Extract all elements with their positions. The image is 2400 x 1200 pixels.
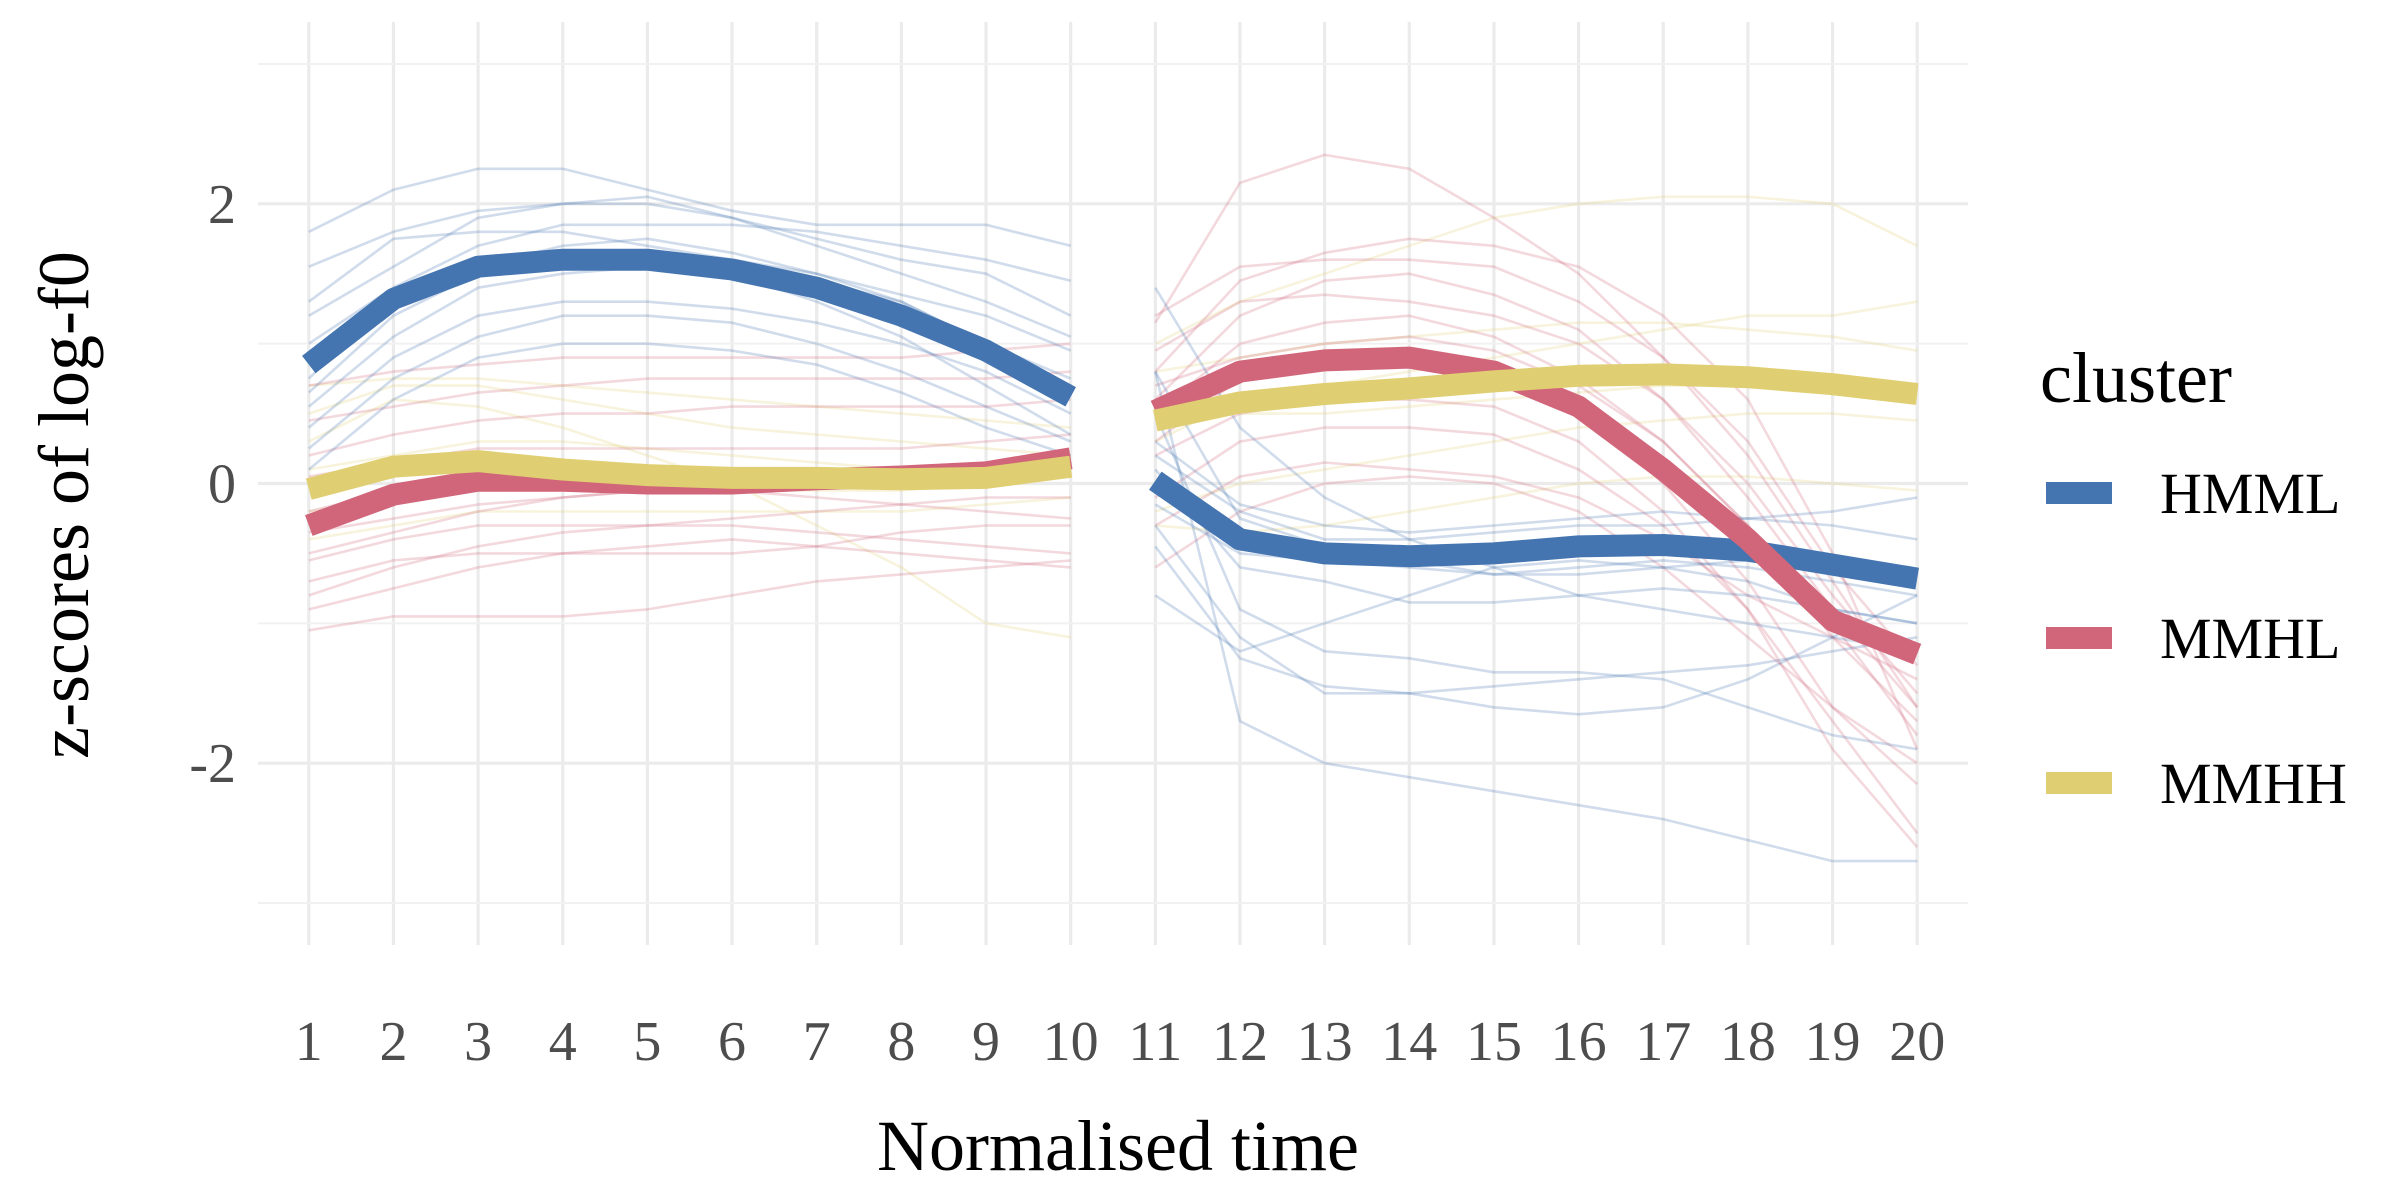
contour-line-mmhl [308, 475, 1918, 765]
x-tick-label: 6 [718, 1011, 746, 1073]
x-tick-label: 10 [1043, 1011, 1099, 1073]
contour-line-mmhl [308, 237, 1919, 750]
mean-line-mmhh [305, 363, 1919, 500]
x-tick-label: 7 [803, 1011, 831, 1073]
contour-line-mmhl [308, 398, 1919, 848]
x-tick-label: 20 [1889, 1011, 1945, 1073]
legend-label-hmml: HMML [2160, 461, 2340, 526]
x-tick-label: 9 [972, 1011, 1000, 1073]
contour-line-hmml [307, 342, 1918, 541]
contour-line-mmhl [308, 258, 1919, 667]
legend-label-mmhh: MMHH [2160, 751, 2347, 816]
y-tick-label: 0 [208, 454, 236, 516]
x-tick-label: 14 [1381, 1011, 1437, 1073]
x-tick-label: 15 [1466, 1011, 1522, 1073]
x-axis-ticks: 1 2 3 4 5 6 7 8 9 10 11 12 13 14 15 16 17 18 19 20 [295, 1011, 1945, 1073]
legend-title: cluster [2040, 338, 2232, 418]
contour-line-mmhl [308, 153, 1919, 709]
contour-line-hmml [307, 314, 1918, 716]
contour-line-hmml [308, 167, 1918, 653]
mean-line-mmhl [305, 346, 1922, 665]
legend-label-mmhl: MMHL [2160, 606, 2340, 671]
grid-lines [258, 22, 1968, 945]
x-tick-label: 1 [295, 1011, 323, 1073]
mean-contours [302, 248, 1922, 665]
contour-line-mmhh [308, 195, 1918, 457]
x-axis-title: Normalised time [877, 1106, 1359, 1186]
contour-line-mmhl [308, 293, 1919, 695]
contour-line-hmml [307, 300, 1918, 695]
x-tick-label: 4 [549, 1011, 577, 1073]
y-axis-title: z-scores of log-f0 [24, 251, 104, 759]
contour-line-hmml [308, 202, 1918, 863]
y-axis-ticks: -2 0 2 [189, 174, 236, 795]
legend: cluster HMML MMHL MMHH [2040, 338, 2347, 816]
contour-line-hmml [308, 223, 1918, 625]
contour-line-hmml [308, 195, 1918, 751]
x-tick-label: 8 [887, 1011, 915, 1073]
x-tick-label: 19 [1805, 1011, 1861, 1073]
x-tick-label: 13 [1297, 1011, 1353, 1073]
x-tick-label: 11 [1128, 1011, 1182, 1073]
contour-line-mmhl [308, 370, 1918, 681]
y-tick-label: 2 [208, 174, 236, 236]
x-tick-label: 3 [464, 1011, 492, 1073]
mean-line-hmml [302, 248, 1919, 590]
x-tick-label: 18 [1720, 1011, 1776, 1073]
x-tick-label: 5 [633, 1011, 661, 1073]
contour-line-mmhh [308, 377, 1918, 534]
x-tick-label: 2 [379, 1011, 407, 1073]
x-tick-label: 16 [1551, 1011, 1607, 1073]
x-tick-label: 12 [1212, 1011, 1268, 1073]
y-tick-label: -2 [189, 733, 236, 795]
x-tick-label: 17 [1635, 1011, 1691, 1073]
